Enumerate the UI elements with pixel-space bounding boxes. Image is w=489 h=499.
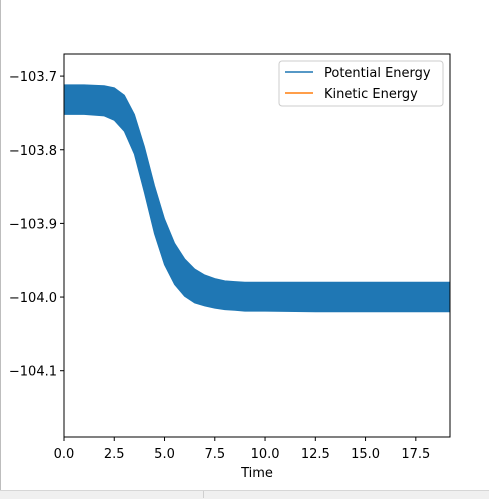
axes-frame [63, 53, 451, 438]
series-layer [63, 84, 451, 313]
legend-label-kinetic-energy: Kinetic Energy [324, 87, 418, 102]
x-axis-ticks: 0.0 2.5 5.0 7.5 10.0 12.5 15.0 17.5 [54, 437, 430, 462]
legend-box [278, 60, 444, 107]
bottom-status-strip [0, 490, 489, 499]
x-axis-label: Time [240, 466, 273, 481]
y-tick-label: −103.8 [9, 144, 57, 159]
x-tick-label: 12.5 [301, 447, 330, 462]
y-tick-label: −104.1 [9, 365, 57, 380]
bottom-strip-divider [203, 491, 204, 498]
x-tick-label: 10.0 [251, 447, 280, 462]
y-tick-label: −103.7 [9, 70, 57, 85]
series-band-potential-energy [63, 84, 451, 313]
legend: Potential Energy Kinetic Energy [278, 60, 444, 107]
plot-area [63, 53, 451, 438]
x-tick-label: 7.5 [204, 447, 225, 462]
x-tick-label: 0.0 [54, 447, 75, 462]
y-tick-label: −103.9 [9, 217, 57, 232]
x-tick-label: 17.5 [401, 447, 430, 462]
x-tick-label: 5.0 [154, 447, 175, 462]
y-axis-ticks: −103.7 −103.8 −103.9 −104.0 −104.1 [9, 70, 64, 380]
window-left-edge [0, 0, 1, 490]
x-tick-label: 15.0 [351, 447, 380, 462]
y-tick-label: −104.0 [9, 291, 57, 306]
x-tick-label: 2.5 [104, 447, 125, 462]
legend-label-potential-energy: Potential Energy [324, 66, 431, 81]
